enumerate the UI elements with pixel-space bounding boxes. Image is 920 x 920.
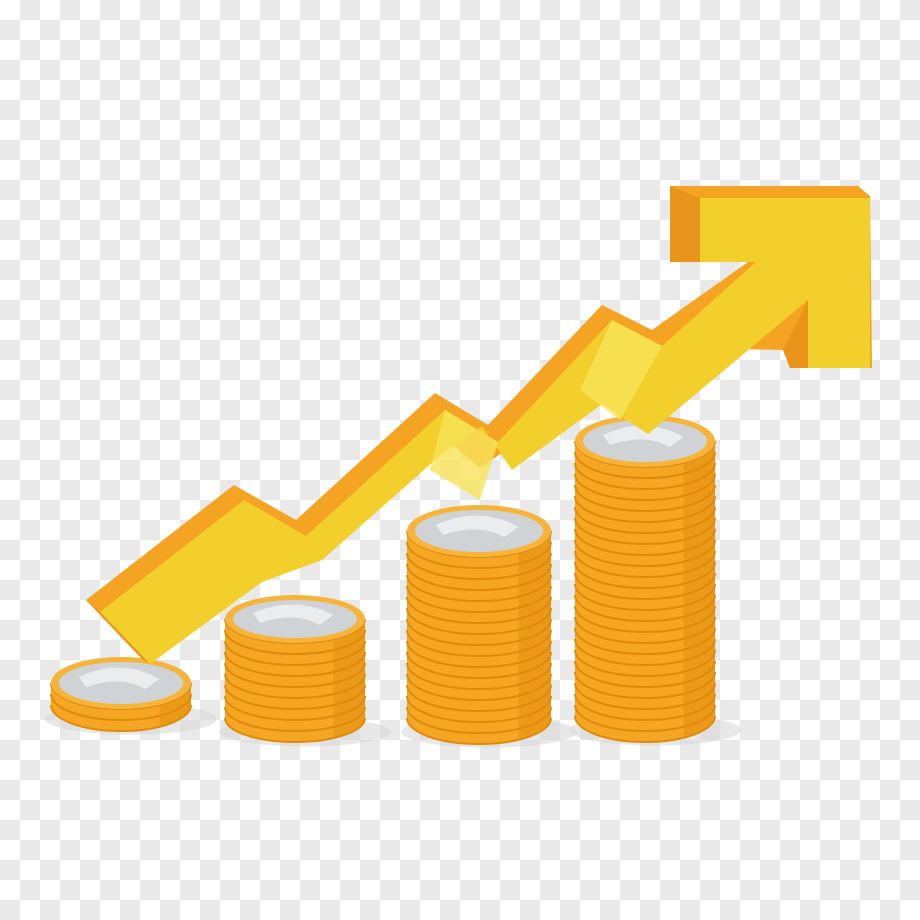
coin-edge (406, 651, 552, 679)
coin-edge (574, 528, 716, 556)
coin-face-highlight (253, 604, 334, 625)
coin-stack-body (225, 619, 365, 742)
coin-edge (406, 552, 552, 580)
coin-edge (574, 506, 716, 534)
arrow-tail-side (86, 600, 150, 664)
coin-edge (406, 585, 552, 613)
coin-face-highlight (79, 667, 160, 689)
stack-1 (50, 657, 192, 732)
coin-edge (574, 627, 716, 655)
coin-edge (224, 673, 366, 699)
coin-stack-body (407, 531, 551, 744)
coin-edge (574, 682, 716, 710)
coin-edge (574, 484, 716, 512)
coin-edge (574, 517, 716, 545)
coin-edge (406, 563, 552, 591)
coin-edge (406, 574, 552, 602)
coin-edge (224, 695, 366, 721)
coin-edge (406, 717, 552, 745)
coin-face-highlight (603, 425, 684, 447)
coin-edge (406, 673, 552, 701)
coin-edge (574, 451, 716, 479)
coin-edge (574, 704, 716, 732)
coin-edge (574, 462, 716, 490)
stack-3 (406, 505, 552, 745)
coin-edge (574, 572, 716, 600)
arrow-head-side (670, 186, 700, 262)
coin-edge (574, 649, 716, 677)
coin-edge (406, 607, 552, 635)
coin-edge (574, 693, 716, 721)
coin-edge (224, 629, 366, 655)
arrow-front-face (100, 198, 870, 664)
coin-edge (224, 717, 366, 743)
arrow-light-facet (580, 320, 662, 420)
coin-edge (574, 583, 716, 611)
coin-stack-body (575, 441, 715, 742)
coin-edge (574, 660, 716, 688)
coin-edge (574, 638, 716, 666)
coin-edge (574, 715, 716, 743)
coin-edge (50, 704, 192, 732)
coin-face-highlight (435, 515, 519, 537)
coin-edge (574, 539, 716, 567)
coin-edge (574, 594, 716, 622)
coin-edge (406, 618, 552, 646)
stack-2 (224, 595, 366, 743)
coin-edge (406, 629, 552, 657)
coin-edge (574, 605, 716, 633)
arrow-light-facet (430, 410, 498, 500)
stack-4 (574, 415, 716, 743)
coin-edge (406, 596, 552, 624)
coin-edge (224, 640, 366, 666)
coin-edge (224, 706, 366, 732)
coin-edge (406, 541, 552, 569)
coin-edge (574, 671, 716, 699)
arrow-head-bottom (783, 300, 808, 368)
coin-edge (224, 684, 366, 710)
coin-edge (574, 550, 716, 578)
coin-edge (50, 693, 192, 721)
coin-edge (574, 473, 716, 501)
coin-edge (406, 662, 552, 690)
coin-edge (574, 616, 716, 644)
coin-edge (224, 662, 366, 688)
coin-edge (224, 651, 366, 677)
coin-stacks (50, 415, 716, 745)
coin-edge (574, 561, 716, 589)
coin-edge (406, 640, 552, 668)
coin-edge (406, 684, 552, 712)
rising-arrow-icon (86, 186, 872, 664)
coin-edge (574, 495, 716, 523)
coin-edge (406, 706, 552, 734)
coin-edge (406, 695, 552, 723)
